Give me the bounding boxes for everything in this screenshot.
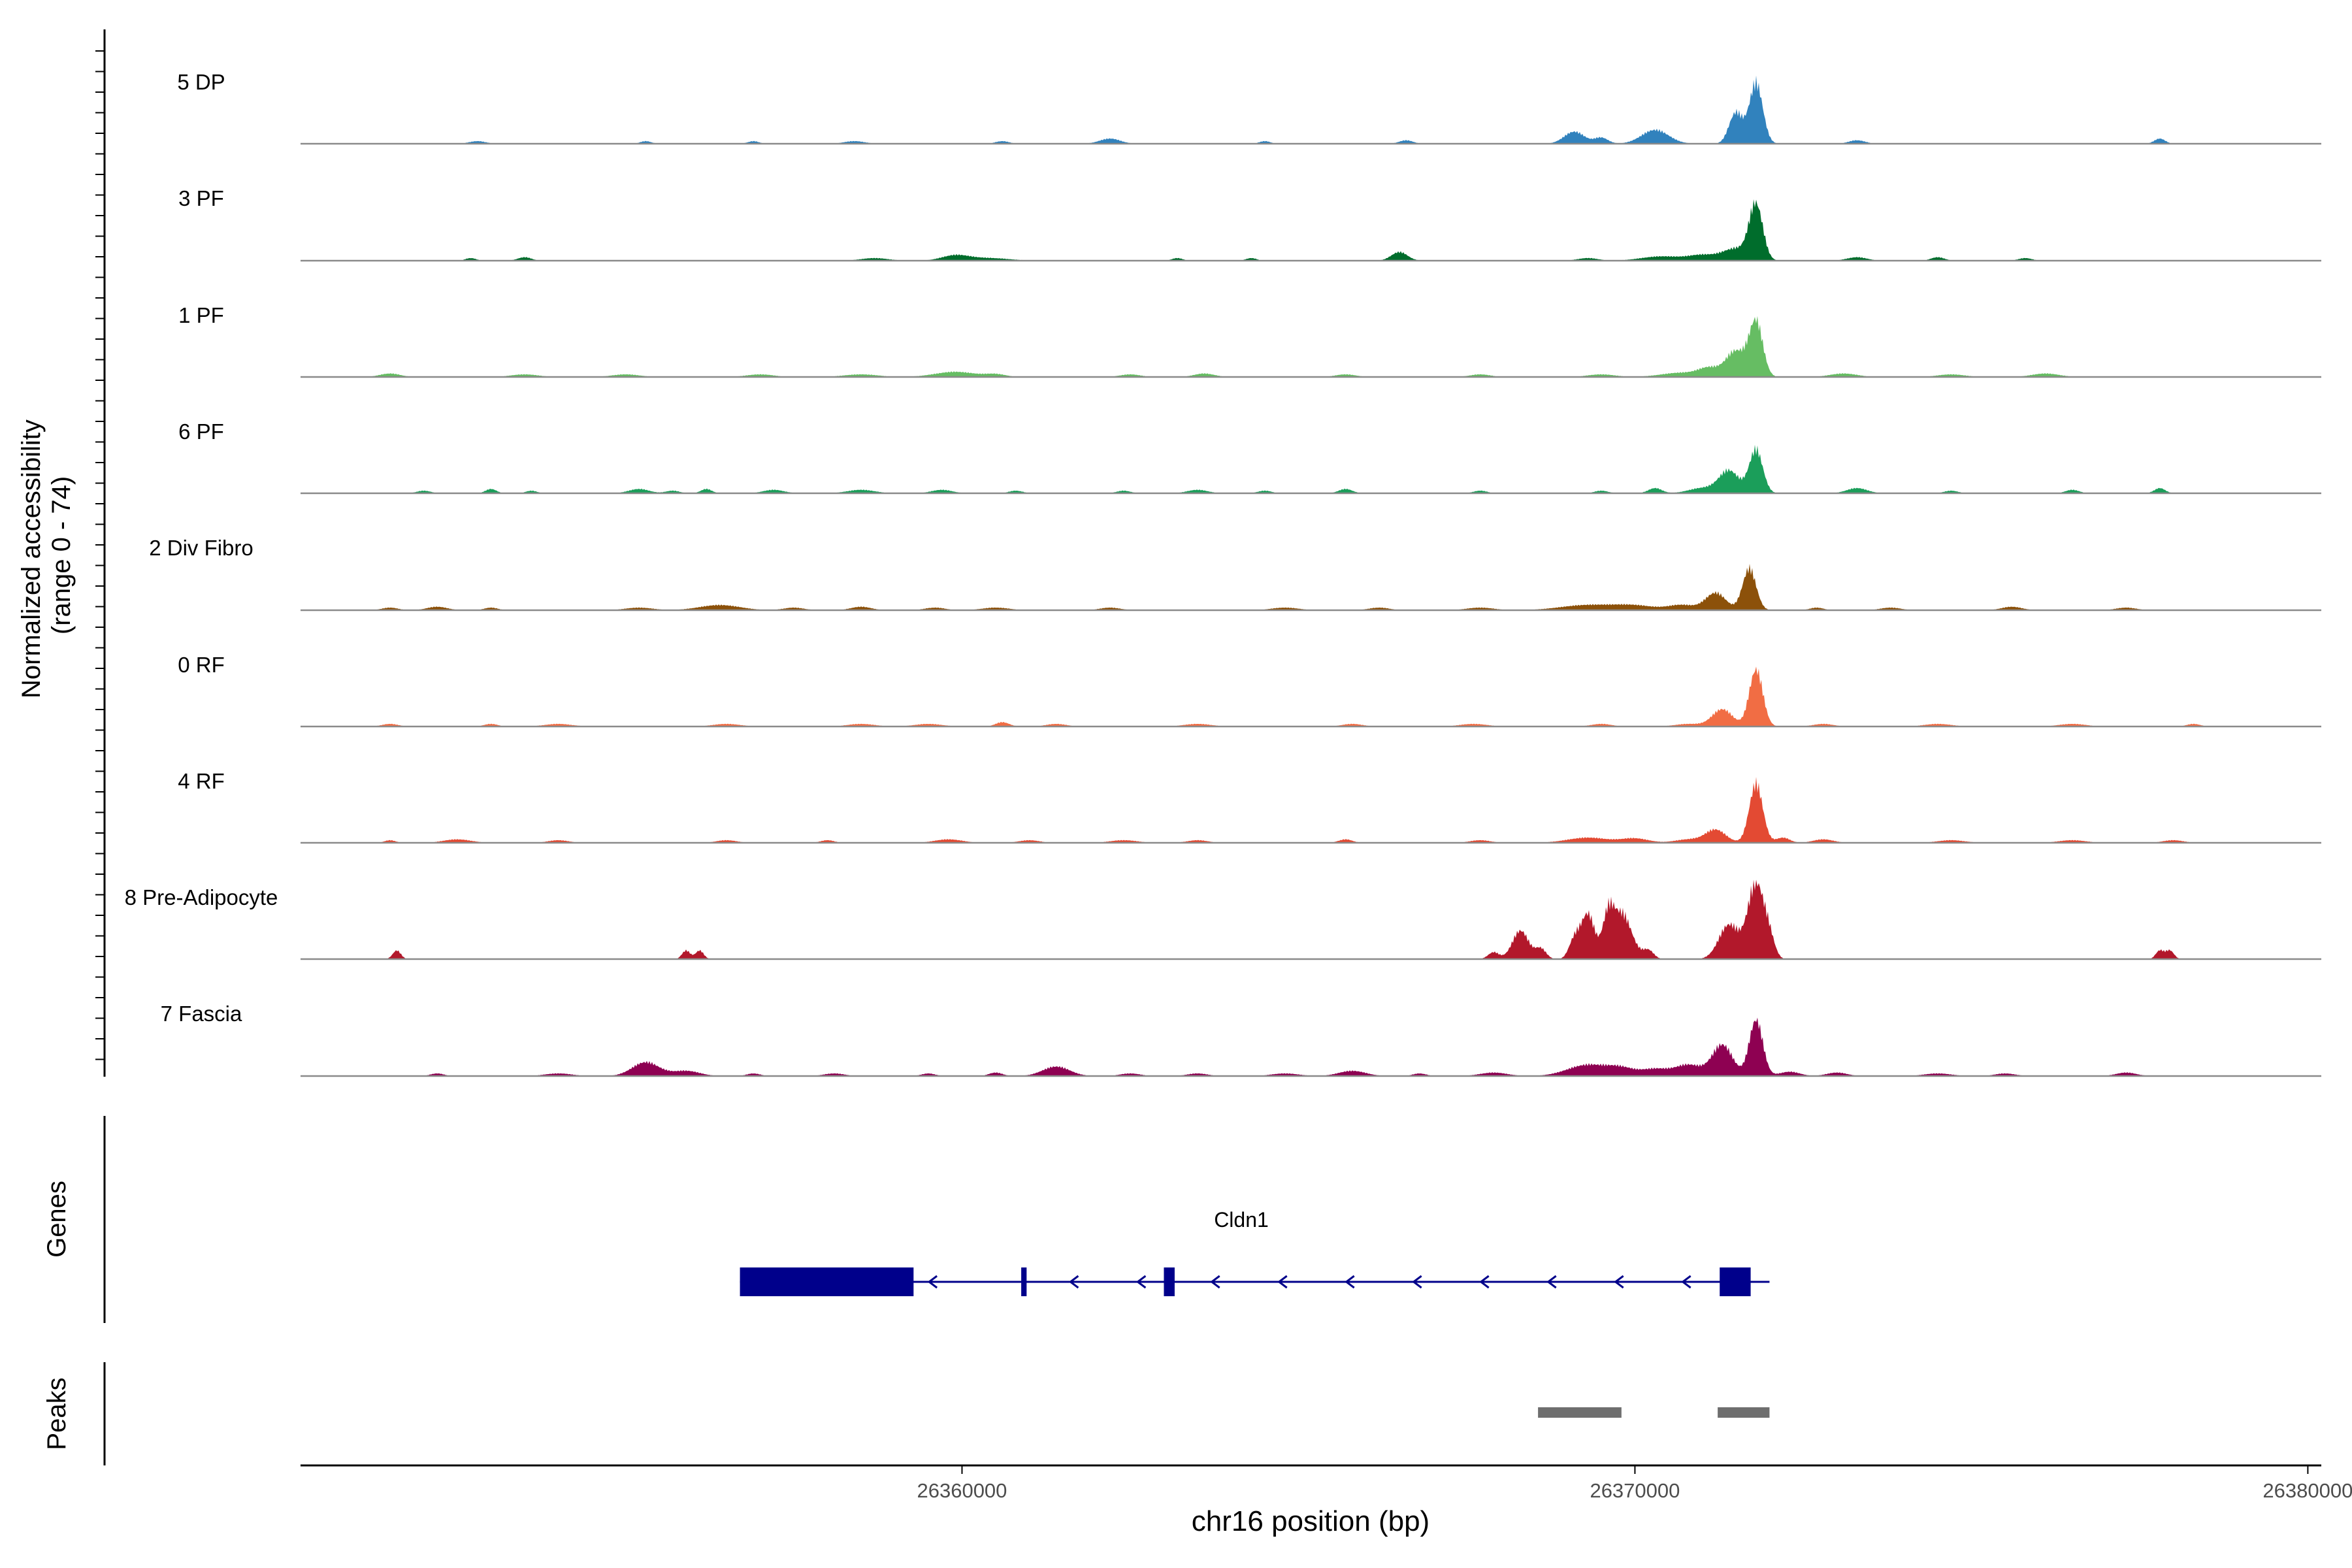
coverage-track: 3 PF <box>178 186 2321 262</box>
coverage-track: 1 PF <box>178 303 2321 378</box>
strand-arrow <box>1681 1275 1691 1289</box>
coverage-area <box>301 777 2316 843</box>
strand-arrow <box>1277 1275 1288 1289</box>
peak-regions <box>1538 1407 1770 1418</box>
coverage-track: 2 Div Fibro <box>149 536 2321 612</box>
coverage-track: 0 RF <box>178 653 2321 728</box>
strand-arrow <box>1479 1275 1490 1289</box>
coverage-area <box>301 75 2316 144</box>
coverage-area <box>301 444 2316 493</box>
coverage-track: 4 RF <box>178 769 2321 844</box>
gene-track: Cldn1 <box>740 1208 1770 1296</box>
coverage-area <box>301 1017 2316 1076</box>
genes-label: Genes <box>42 1181 71 1258</box>
gene-exon <box>1164 1267 1175 1296</box>
coverage-area <box>301 666 2316 727</box>
track-label: 4 RF <box>178 769 225 793</box>
gene-exon <box>1021 1267 1027 1296</box>
peaks-label: Peaks <box>42 1377 71 1450</box>
coverage-track: 8 Pre-Adipocyte <box>125 879 2321 960</box>
coverage-area <box>301 316 2316 377</box>
track-label: 8 Pre-Adipocyte <box>125 885 278 909</box>
track-label: 7 Fascia <box>161 1002 242 1026</box>
x-tick-label: 26360000 <box>917 1479 1007 1502</box>
gene-exon <box>1720 1267 1751 1296</box>
track-label: 1 PF <box>178 303 224 327</box>
y-axis-label-line1: Normalized accessibility <box>17 419 46 698</box>
strand-arrow <box>1210 1275 1220 1289</box>
track-label: 3 PF <box>178 186 224 210</box>
strand-arrow <box>1068 1275 1079 1289</box>
peak-region <box>1538 1407 1622 1418</box>
strand-arrow <box>1614 1275 1624 1289</box>
strand-arrow <box>1546 1275 1557 1289</box>
coverage-area <box>301 564 2316 610</box>
strand-arrow <box>927 1275 938 1289</box>
gene-name: Cldn1 <box>1214 1208 1269 1232</box>
track-label: 2 Div Fibro <box>149 536 253 560</box>
track-label: 6 PF <box>178 419 224 444</box>
coverage-track: 5 DP <box>177 70 2321 145</box>
coverage-y-ticks <box>95 50 105 1060</box>
coverage-area <box>301 879 2316 959</box>
x-axis-label: chr16 position (bp) <box>1192 1505 1429 1537</box>
track-label: 5 DP <box>177 70 225 94</box>
y-axis-label-line2: (range 0 - 74) <box>47 476 76 634</box>
y-axis-label: Normalized accessibility (range 0 - 74) <box>17 412 76 698</box>
coverage-track: 7 Fascia <box>161 1002 2321 1077</box>
track-label: 0 RF <box>178 653 225 677</box>
coverage-area <box>301 199 2316 261</box>
x-tick-label: 26370000 <box>1590 1479 1680 1502</box>
gene-exon <box>740 1267 914 1296</box>
x-tick-label: 26380000 <box>2262 1479 2352 1502</box>
strand-arrow <box>1135 1275 1147 1289</box>
coverage-tracks: 5 DP 3 PF 1 PF 6 PF 2 Div Fibro 0 RF 4 RF 8 Pre… <box>125 70 2321 1077</box>
coverage-track: 6 PF <box>178 419 2321 495</box>
peak-region <box>1718 1407 1770 1418</box>
x-axis-ticks: 26360000 26370000 26380000 <box>917 1465 2352 1502</box>
strand-arrow <box>1345 1275 1355 1289</box>
strand-arrow <box>1412 1275 1422 1289</box>
